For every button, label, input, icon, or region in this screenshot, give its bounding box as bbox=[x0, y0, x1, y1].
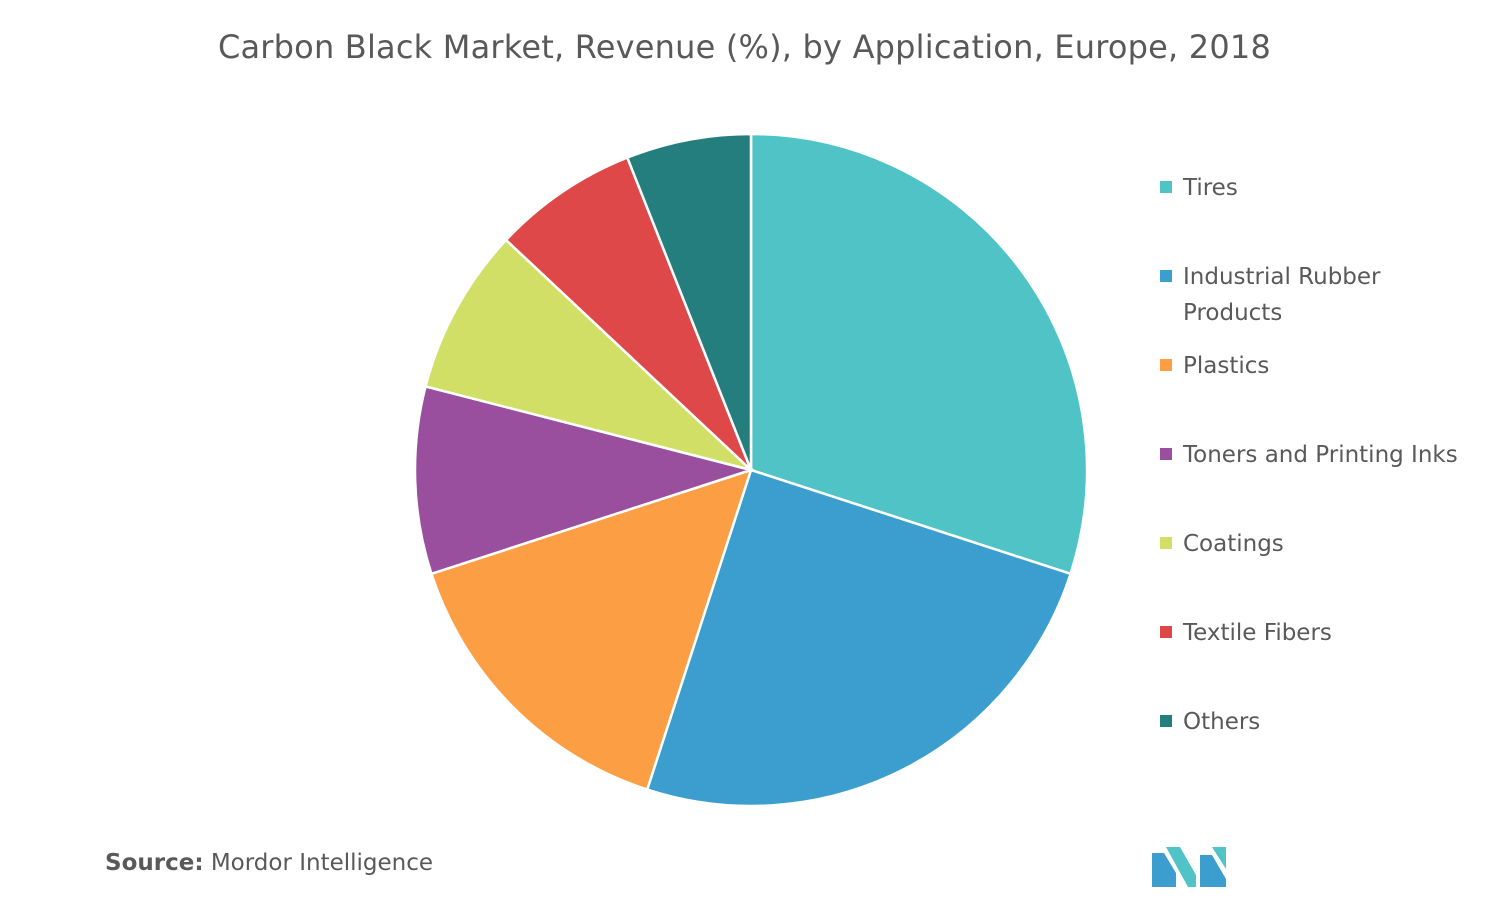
legend-label: Coatings bbox=[1183, 531, 1284, 557]
legend-swatch bbox=[1160, 626, 1172, 638]
legend-item-coatings: Coatings bbox=[1160, 526, 1480, 562]
legend-item-toners-and-printing-inks: Toners and Printing Inks bbox=[1160, 437, 1480, 473]
mordor-intelligence-logo bbox=[1152, 847, 1226, 887]
logo-shape-right bbox=[1200, 855, 1226, 887]
chart-title: Carbon Black Market, Revenue (%), by App… bbox=[217, 28, 1272, 66]
pie-slice-industrial-rubber-products bbox=[645, 468, 1073, 808]
legend-item-plastics: Plastics bbox=[1160, 348, 1480, 384]
legend-label: Industrial Rubber Products bbox=[1183, 264, 1381, 326]
pie-slice-others bbox=[625, 132, 753, 471]
legend-swatch bbox=[1160, 715, 1172, 727]
source-label: Source: bbox=[105, 850, 204, 876]
legend-swatch bbox=[1160, 270, 1172, 282]
legend-label: Tires bbox=[1183, 175, 1238, 201]
legend-swatch bbox=[1160, 181, 1172, 193]
logo-shape-accent bbox=[1212, 847, 1226, 869]
legend-label: Toners and Printing Inks bbox=[1183, 442, 1458, 468]
legend-swatch bbox=[1160, 359, 1172, 371]
legend-item-others: Others bbox=[1160, 704, 1480, 740]
pie-slices bbox=[413, 132, 1089, 808]
source-note: Source: Mordor Intelligence bbox=[105, 850, 433, 876]
pie-slice-toners-and-printing-inks bbox=[413, 384, 756, 576]
source-text: Mordor Intelligence bbox=[210, 850, 434, 876]
legend-item-tires: Tires bbox=[1160, 170, 1480, 206]
legend-swatch bbox=[1160, 537, 1172, 549]
legend-label: Plastics bbox=[1183, 353, 1270, 379]
pie-slice-textile-fibers bbox=[504, 155, 753, 471]
legend-label: Textile Fibers bbox=[1183, 620, 1332, 646]
legend-label: Others bbox=[1183, 709, 1261, 735]
pie-slice-tires bbox=[749, 132, 1089, 576]
legend-item-textile-fibers: Textile Fibers bbox=[1160, 615, 1480, 651]
logo-shape-left bbox=[1152, 853, 1176, 887]
pie-slice-coatings bbox=[424, 238, 752, 472]
legend-swatch bbox=[1160, 448, 1172, 460]
legend-item-industrial-rubber-products: Industrial Rubber Products bbox=[1160, 259, 1480, 331]
logo-shape-mid bbox=[1166, 847, 1196, 887]
pie-slice-plastics bbox=[429, 468, 753, 792]
